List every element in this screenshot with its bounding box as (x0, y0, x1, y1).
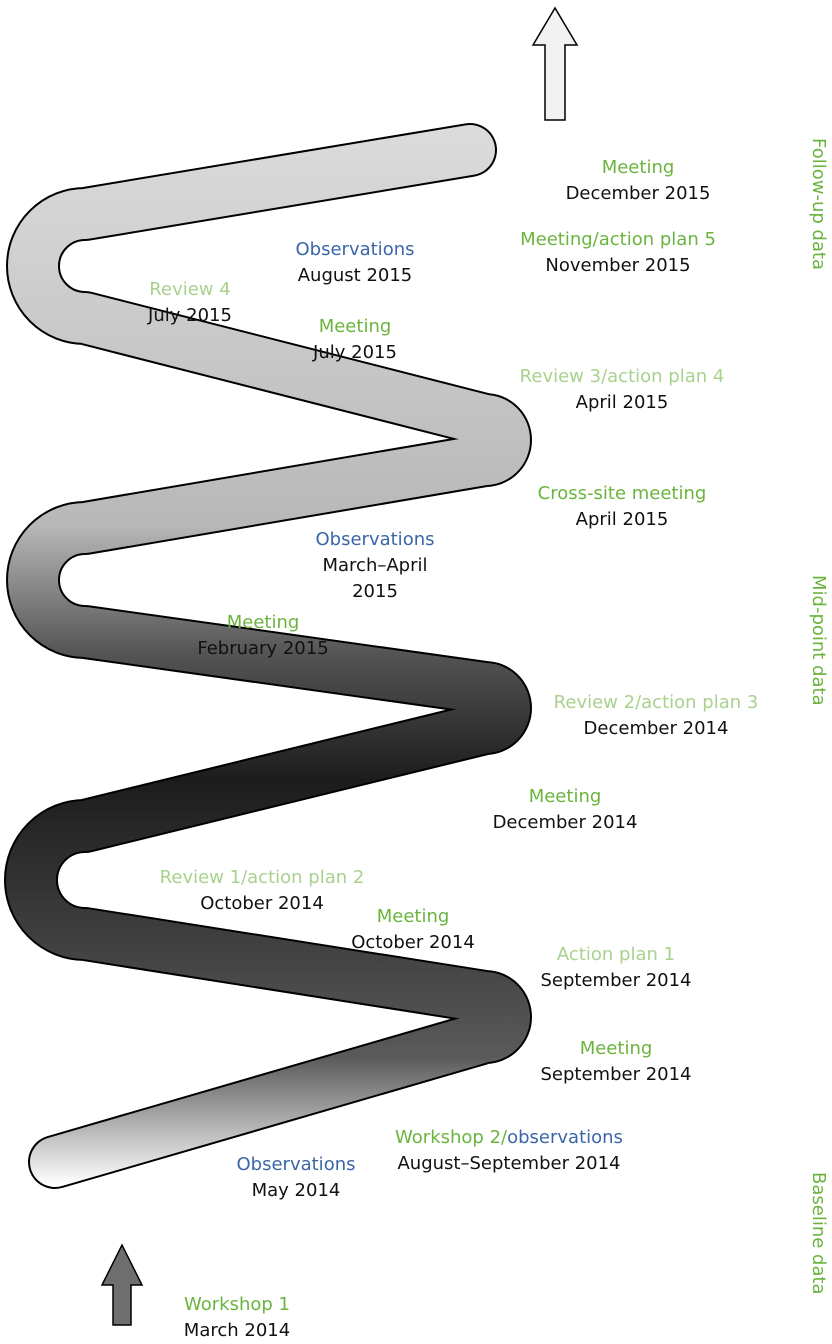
event-title: Observations (305, 527, 445, 553)
event-title: Review 3/action plan 4 (520, 364, 725, 390)
event-label: Meeting December 2015 (566, 155, 711, 207)
event-title-part: Meeting (376, 906, 450, 927)
event-title: Action plan 1 (540, 942, 691, 968)
event-label: Meeting/action plan 5 November 2015 (520, 227, 716, 279)
phase-label: Follow-up data (808, 138, 829, 271)
event-title-part: Meeting (226, 612, 300, 633)
event-date: October 2014 (200, 893, 324, 914)
event-title: Meeting (197, 610, 328, 636)
event-title-part: Meeting (318, 316, 392, 337)
event-label: Review 1/action plan 2 October 2014 (160, 865, 365, 917)
event-date: March–April 2015 (322, 555, 428, 602)
event-title: Observations (296, 237, 415, 263)
event-title-part: Meeting (579, 1038, 653, 1059)
event-title-part: Review 2/action plan 3 (553, 692, 759, 713)
event-title: Workshop 1 (184, 1292, 290, 1318)
event-label: Observations August 2015 (296, 237, 415, 289)
event-title: Meeting (493, 784, 638, 810)
event-title-part: Meeting (601, 157, 675, 178)
event-label: Workshop 2/observations August–September … (395, 1125, 623, 1177)
event-title: Observations (237, 1152, 356, 1178)
event-label: Review 2/action plan 3 December 2014 (554, 690, 759, 742)
event-title-part: Observations (295, 239, 415, 260)
event-title-part: Action plan 1 (556, 944, 676, 965)
event-date: April 2015 (575, 509, 669, 530)
event-title: Meeting (566, 155, 711, 181)
event-date: March 2014 (183, 1320, 291, 1341)
event-label: Observations March–April 2015 (305, 527, 445, 605)
event-date: October 2014 (351, 932, 475, 953)
event-date: December 2014 (492, 812, 638, 833)
up-arrow-bottom (100, 1243, 144, 1326)
event-title: Meeting (313, 314, 397, 340)
event-date: December 2015 (565, 183, 711, 204)
event-date: July 2015 (148, 305, 232, 326)
spiral (4, 123, 532, 1189)
event-title-part: Review 1/action plan 2 (159, 867, 365, 888)
event-date: September 2014 (540, 970, 692, 991)
event-date: July 2015 (313, 342, 397, 363)
event-title-part: Workshop 2/ (395, 1127, 508, 1148)
event-label: Observations May 2014 (237, 1152, 356, 1204)
up-arrow-top (531, 6, 579, 121)
event-label: Workshop 1 March 2014 (184, 1292, 290, 1344)
event-date: April 2015 (575, 392, 669, 413)
event-title-part: observations (507, 1127, 623, 1148)
event-date: December 2014 (583, 718, 729, 739)
event-date: May 2014 (251, 1180, 341, 1201)
event-date: November 2015 (545, 255, 691, 276)
event-title: Meeting (351, 904, 475, 930)
event-label: Meeting July 2015 (313, 314, 397, 366)
event-label: Action plan 1 September 2014 (540, 942, 691, 994)
event-label: Cross-site meeting April 2015 (538, 481, 707, 533)
event-title-part: Review 3/action plan 4 (519, 366, 725, 387)
event-title-part: Cross-site meeting (537, 483, 707, 504)
spiral-band (6, 125, 530, 1187)
event-date: September 2014 (540, 1064, 692, 1085)
event-title: Review 4 (148, 277, 232, 303)
event-label: Meeting February 2015 (197, 610, 328, 662)
event-date: August 2015 (297, 265, 413, 286)
event-title: Review 2/action plan 3 (554, 690, 759, 716)
event-label: Meeting September 2014 (540, 1036, 691, 1088)
event-title: Cross-site meeting (538, 481, 707, 507)
event-label: Meeting October 2014 (351, 904, 475, 956)
event-title-part: Meeting (528, 786, 602, 807)
event-title-part: Workshop 1 (184, 1294, 290, 1315)
event-label: Review 4 July 2015 (148, 277, 232, 329)
event-title-part: Observations (236, 1154, 356, 1175)
event-label: Meeting December 2014 (493, 784, 638, 836)
event-date: February 2015 (197, 638, 329, 659)
event-title-part: Observations (315, 529, 435, 550)
event-title-part: Review 4 (149, 279, 231, 300)
event-date: August–September 2014 (397, 1153, 621, 1174)
event-title: Meeting (540, 1036, 691, 1062)
event-title-part: Meeting/action plan 5 (520, 229, 716, 250)
event-title: Workshop 2/observations (395, 1125, 623, 1151)
phase-label: Mid-point data (808, 575, 829, 706)
event-title: Meeting/action plan 5 (520, 227, 716, 253)
phase-label: Baseline data (808, 1172, 829, 1295)
event-title: Review 1/action plan 2 (160, 865, 365, 891)
event-label: Review 3/action plan 4 April 2015 (520, 364, 725, 416)
